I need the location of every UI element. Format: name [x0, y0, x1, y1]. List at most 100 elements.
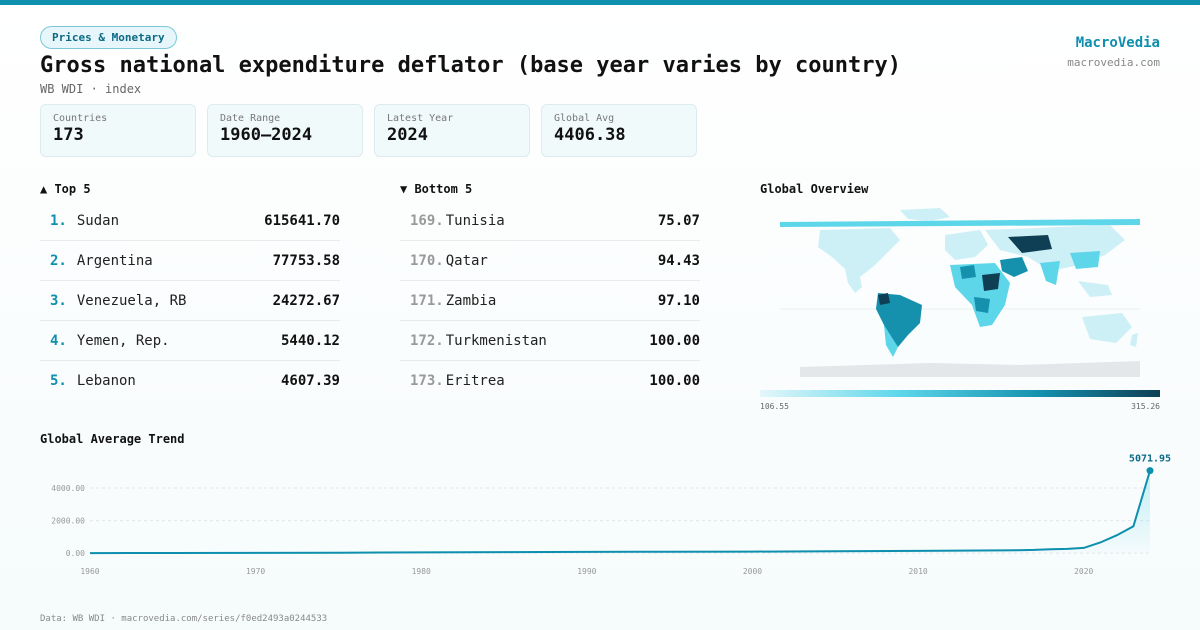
color-legend-bar — [760, 390, 1160, 397]
list-item[interactable]: 173. Eritrea 100.00 — [400, 361, 700, 401]
list-item[interactable]: 1. Sudan 615641.70 — [40, 201, 340, 241]
rank-number: 173. — [410, 373, 444, 389]
country-shape[interactable] — [1130, 333, 1138, 347]
stat-label: Countries — [53, 113, 108, 124]
country-shape[interactable] — [818, 228, 900, 277]
stat-card-global-avg: Global Avg 4406.38 — [541, 104, 697, 157]
country-shape[interactable] — [1070, 251, 1100, 269]
country-value: 97.10 — [657, 292, 700, 309]
map-title: Global Overview — [760, 182, 869, 196]
rank-number: 1. — [50, 212, 67, 229]
country-shape[interactable] — [982, 273, 1000, 291]
list-item[interactable]: 171. Zambia 97.10 — [400, 281, 700, 321]
trend-end-label: 5071.95 — [1129, 454, 1171, 465]
page-title: Gross national expenditure deflator (bas… — [40, 53, 901, 78]
x-tick-label: 1990 — [577, 567, 596, 576]
country-shape[interactable] — [884, 325, 898, 357]
y-tick-label: 0.00 — [66, 549, 85, 558]
country-value: 4607.39 — [280, 373, 340, 389]
stat-value: 173 — [53, 125, 84, 145]
stat-label: Global Avg — [554, 113, 615, 124]
rank-number: 4. — [50, 332, 67, 349]
country-name: Turkmenistan — [445, 332, 547, 349]
country-value: 77753.58 — [272, 252, 340, 269]
x-tick-label: 2010 — [908, 567, 927, 576]
x-tick-label: 1970 — [246, 567, 265, 576]
country-value: 75.07 — [657, 212, 700, 229]
country-shape[interactable] — [1000, 257, 1028, 277]
brand-url[interactable]: macrovedia.com — [1067, 56, 1160, 69]
stat-card-latest-year: Latest Year 2024 — [374, 104, 530, 157]
country-shape[interactable] — [1040, 261, 1060, 285]
country-value: 24272.67 — [272, 292, 340, 309]
x-tick-label: 1960 — [80, 567, 99, 576]
list-item[interactable]: 170. Qatar 94.43 — [400, 241, 700, 281]
country-name: Zambia — [445, 292, 497, 309]
stat-value: 1960–2024 — [220, 125, 313, 145]
x-tick-label: 2020 — [1074, 567, 1093, 576]
country-shape[interactable] — [1078, 281, 1112, 297]
top-accent-bar — [0, 0, 1200, 5]
antarctica-shape — [800, 361, 1140, 377]
trend-line — [89, 470, 1151, 555]
bottom5-title: ▼ Bottom 5 — [400, 182, 473, 196]
rank-number: 172. — [410, 332, 444, 349]
page-subtitle: WB WDI · index — [40, 82, 142, 96]
trend-area — [90, 470, 1150, 554]
country-name: Lebanon — [76, 373, 136, 389]
country-shape[interactable] — [878, 293, 890, 305]
legend-min-label: 106.55 — [760, 402, 789, 411]
trend-title: Global Average Trend — [40, 432, 185, 446]
country-name: Yemen, Rep. — [76, 332, 170, 349]
country-shape[interactable] — [950, 263, 1010, 327]
stat-label: Date Range — [220, 113, 281, 124]
country-name: Eritrea — [445, 373, 505, 389]
country-name: Argentina — [76, 252, 153, 269]
stat-card-date-range: Date Range 1960–2024 — [207, 104, 363, 157]
country-value: 94.43 — [657, 252, 700, 269]
legend-max-label: 315.26 — [1131, 402, 1160, 411]
stat-value: 4406.38 — [554, 125, 626, 145]
stat-value: 2024 — [387, 125, 428, 145]
country-shape[interactable] — [780, 219, 1140, 227]
rank-number: 3. — [50, 292, 67, 309]
list-item[interactable]: 3. Venezuela, RB 24272.67 — [40, 281, 340, 321]
country-shape[interactable] — [900, 208, 950, 221]
country-name: Venezuela, RB — [76, 292, 187, 309]
trend-end-point[interactable] — [1146, 467, 1154, 475]
country-shape[interactable] — [1008, 235, 1052, 253]
brand-name[interactable]: MacroVedia — [1075, 35, 1160, 51]
stat-label: Latest Year — [387, 113, 454, 124]
x-tick-label: 1980 — [412, 567, 431, 576]
list-item[interactable]: 2. Argentina 77753.58 — [40, 241, 340, 281]
category-badge[interactable]: Prices & Monetary — [40, 26, 177, 49]
country-value: 615641.70 — [264, 212, 340, 229]
rank-number: 5. — [50, 373, 67, 389]
rank-number: 169. — [410, 212, 444, 229]
brand[interactable]: MacroVedia macrovedia.com — [1067, 35, 1160, 69]
list-item[interactable]: 5. Lebanon 4607.39 — [40, 361, 340, 401]
footer-source: Data: WB WDI · macrovedia.com/series/f0e… — [40, 614, 328, 624]
list-item[interactable]: 172. Turkmenistan 100.00 — [400, 321, 700, 361]
y-tick-label: 4000.00 — [51, 484, 85, 493]
country-shape[interactable] — [960, 265, 976, 279]
world-map[interactable] — [760, 205, 1160, 380]
y-tick-label: 2000.00 — [51, 517, 85, 526]
country-shape[interactable] — [1082, 313, 1132, 343]
country-name: Qatar — [445, 252, 488, 269]
country-name: Sudan — [76, 212, 120, 229]
country-shape[interactable] — [974, 297, 990, 313]
list-item[interactable]: 4. Yemen, Rep. 5440.12 — [40, 321, 340, 361]
country-shape[interactable] — [845, 269, 862, 293]
country-shape[interactable] — [945, 230, 988, 260]
trend-chart[interactable]: 0.00 2000.00 4000.00 5071.95 1960 1970 1980 1… — [0, 450, 1200, 590]
list-item[interactable]: 169. Tunisia 75.07 — [400, 201, 700, 241]
rank-number: 170. — [410, 252, 444, 269]
top5-title: ▲ Top 5 — [40, 182, 91, 196]
country-value: 5440.12 — [280, 332, 340, 349]
country-value: 100.00 — [649, 373, 700, 389]
rank-number: 171. — [410, 292, 444, 309]
country-name: Tunisia — [445, 212, 505, 229]
rank-number: 2. — [50, 252, 67, 269]
bottom5-list: 169. Tunisia 75.07 170. Qatar 94.43 171. Za… — [400, 201, 700, 401]
